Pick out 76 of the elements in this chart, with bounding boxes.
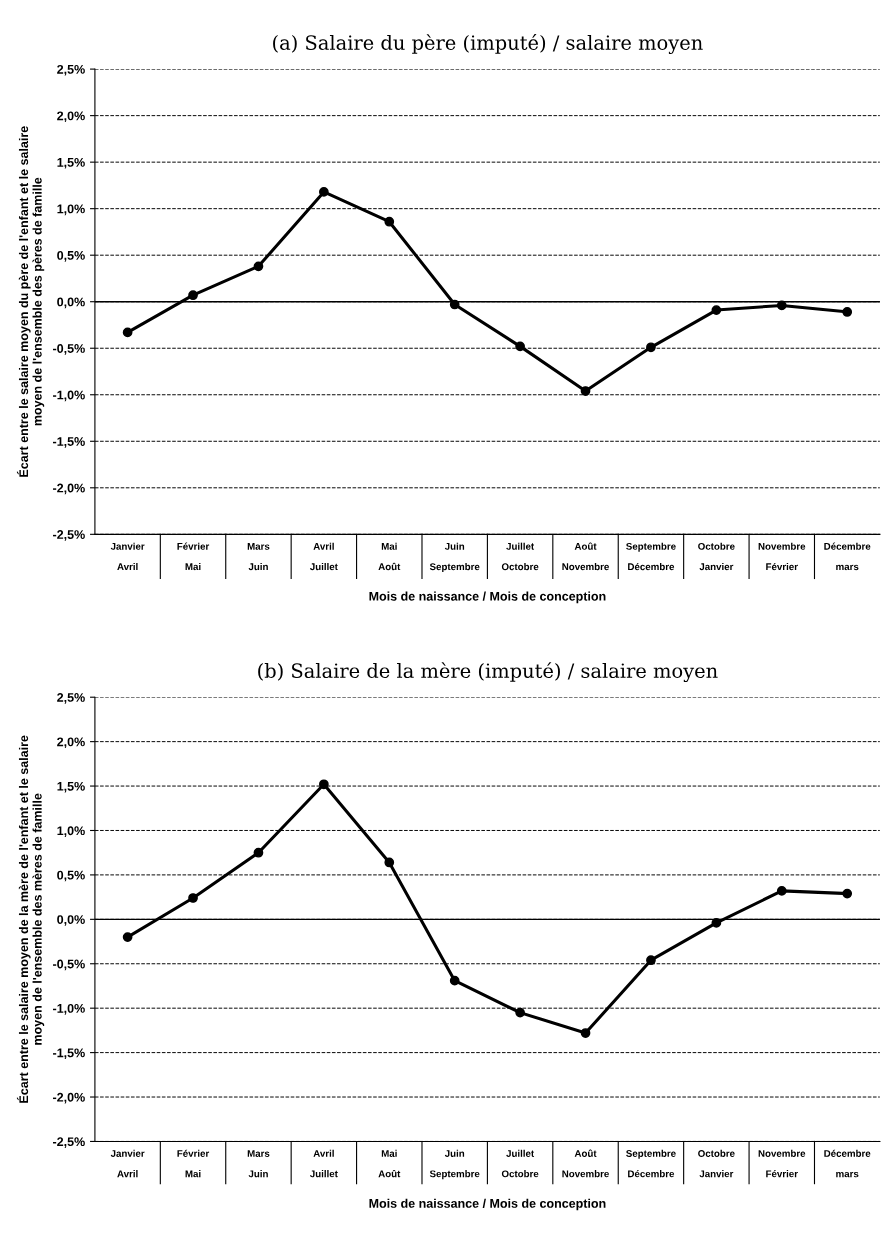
point <box>776 300 787 311</box>
category-label: Avril Juillet <box>309 1149 338 1178</box>
y-tick-label: -1,0% <box>53 1003 85 1015</box>
category-label: Février Mai <box>177 1149 210 1178</box>
point <box>711 305 722 315</box>
point <box>515 341 525 352</box>
category-label: Mars Juin <box>247 1150 270 1178</box>
point <box>711 918 722 928</box>
y-tick-label: -1,5% <box>53 437 85 448</box>
y-tick-label: -2,0% <box>53 483 85 495</box>
point <box>515 1007 525 1018</box>
y-tick-label: -2,0% <box>53 1092 85 1104</box>
point <box>580 386 591 396</box>
category-label: Décembre mars <box>824 542 871 571</box>
y-tick-label: 1,5% <box>57 781 85 793</box>
point <box>776 886 787 896</box>
category-label: Juin Septembre <box>429 1149 480 1180</box>
y-tick-label: -0,5% <box>53 344 85 355</box>
point <box>188 893 198 903</box>
point <box>449 975 460 986</box>
y-tick-label: 2,5% <box>57 693 85 704</box>
y-tick-label: 0,0% <box>57 915 85 926</box>
chart-title: (a) Salaire du père (imputé) / salaire moyen <box>273 34 703 54</box>
category-label: Août Novembre <box>562 542 609 571</box>
category-label: Août Novembre <box>562 1149 609 1178</box>
category-label: Juin Septembre <box>429 542 480 573</box>
category-label: Avril Juillet <box>309 542 338 571</box>
y-tick-label: -1,0% <box>53 390 85 402</box>
y-axis-title: Écart entre le salaire moyen du père de l'enfant et le salaire moyen de l'ensemble des pères de famille <box>16 126 45 477</box>
point <box>384 857 395 868</box>
point <box>384 216 395 227</box>
category-label: Janvier Avril <box>110 1149 145 1178</box>
point <box>122 932 133 942</box>
point <box>319 187 329 197</box>
point <box>253 261 264 272</box>
category-label: Octobre Janvier <box>698 1149 735 1178</box>
point <box>122 327 133 338</box>
chart-title: (b) Salaire de la mère (imputé) / salaire moyen <box>258 662 718 683</box>
y-tick-label: 0,5% <box>57 870 85 882</box>
category-label: Décembre mars <box>824 1149 871 1178</box>
category-label: Mars Juin <box>247 543 270 571</box>
category-label: Mai Août <box>378 542 401 571</box>
x-tick-label: Septembre Décembre <box>626 542 676 571</box>
category-label: Octobre Janvier <box>698 542 735 571</box>
y-tick-label: 1,0% <box>57 826 85 837</box>
y-tick-label: -2,5% <box>53 530 85 541</box>
point <box>319 779 329 790</box>
y-tick-label: 0,0% <box>57 297 85 309</box>
point <box>188 290 198 301</box>
y-tick-label: -1,5% <box>53 1048 85 1060</box>
y-tick-label: 0,5% <box>57 250 85 262</box>
point <box>842 888 853 899</box>
category-label: Novembre Février <box>758 542 806 571</box>
y-tick-label: 1,0% <box>57 204 85 216</box>
point <box>449 299 460 310</box>
point <box>646 955 656 966</box>
point <box>580 1028 591 1038</box>
y-tick-label: 2,0% <box>57 111 85 123</box>
y-axis-title: Écart entre le salaire moyen de la mère de l'enfant et le salaire moyen de l'ensemble des mères de famille <box>16 735 45 1103</box>
category-label: Juillet Octobre <box>501 542 539 571</box>
x-axis-title: Mois de naissance / Mois de conception <box>369 591 606 604</box>
category-label: Juillet Octobre <box>501 1149 539 1178</box>
point <box>842 307 853 317</box>
category-label: Janvier Avril <box>110 542 145 571</box>
y-tick-label: -2,5% <box>53 1137 85 1148</box>
x-axis-title: Mois de naissance / Mois de conception <box>369 1198 606 1211</box>
y-tick-label: 2,5% <box>57 64 85 76</box>
y-tick-label: 2,0% <box>57 737 85 749</box>
point <box>253 847 264 858</box>
category-label: Mai Août <box>378 1149 401 1178</box>
x-tick-label: Septembre Décembre <box>626 1149 676 1178</box>
y-tick-label: -0,5% <box>53 959 85 971</box>
y-tick-label: 1,5% <box>57 157 85 169</box>
point <box>646 342 656 353</box>
category-label: Février Mai <box>177 542 210 571</box>
category-label: Novembre Février <box>758 1149 806 1178</box>
